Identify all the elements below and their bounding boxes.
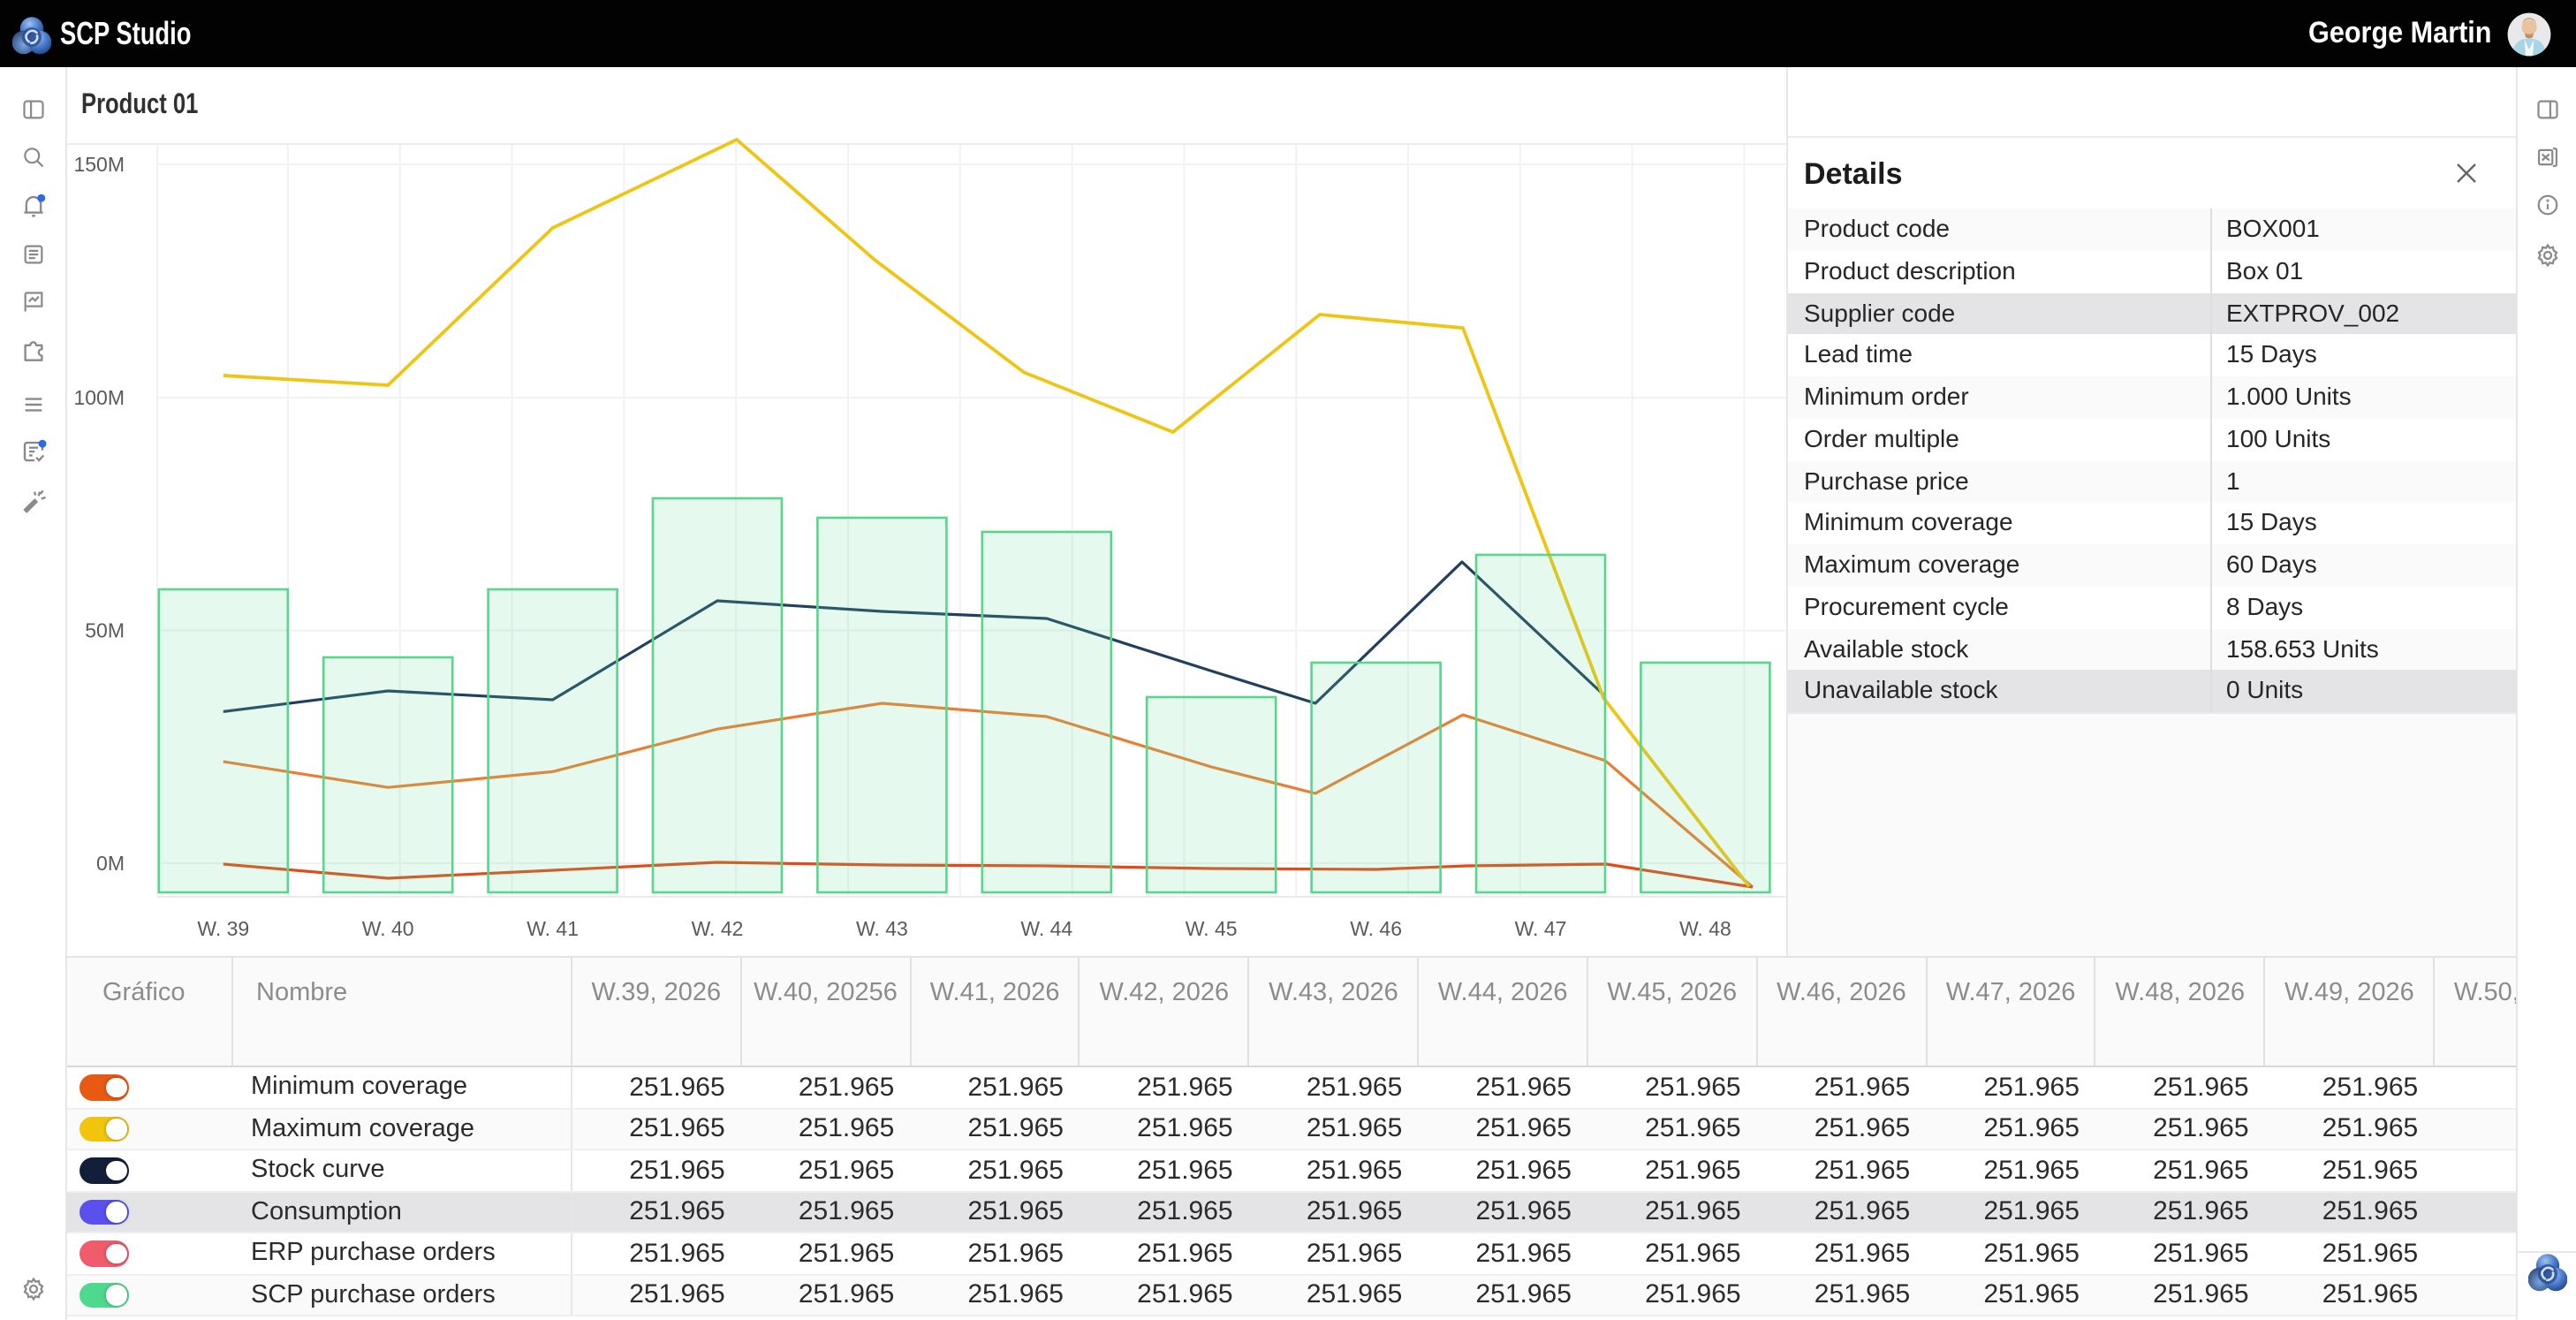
svg-text:W. 47: W. 47 (1515, 917, 1567, 940)
svg-text:W. 48: W. 48 (1679, 917, 1731, 940)
svg-text:W. 46: W. 46 (1350, 917, 1402, 940)
svg-text:150M: 150M (73, 153, 125, 176)
svg-text:W. 43: W. 43 (856, 917, 908, 940)
svg-text:W. 40: W. 40 (362, 917, 414, 940)
svg-text:W. 39: W. 39 (197, 917, 249, 940)
svg-text:50M: 50M (85, 619, 125, 642)
svg-text:W. 42: W. 42 (692, 917, 744, 940)
svg-text:0M: 0M (96, 852, 125, 875)
svg-text:100M: 100M (73, 386, 125, 409)
svg-text:W. 45: W. 45 (1186, 917, 1238, 940)
svg-text:W. 41: W. 41 (527, 917, 579, 940)
svg-text:W. 44: W. 44 (1020, 917, 1072, 940)
